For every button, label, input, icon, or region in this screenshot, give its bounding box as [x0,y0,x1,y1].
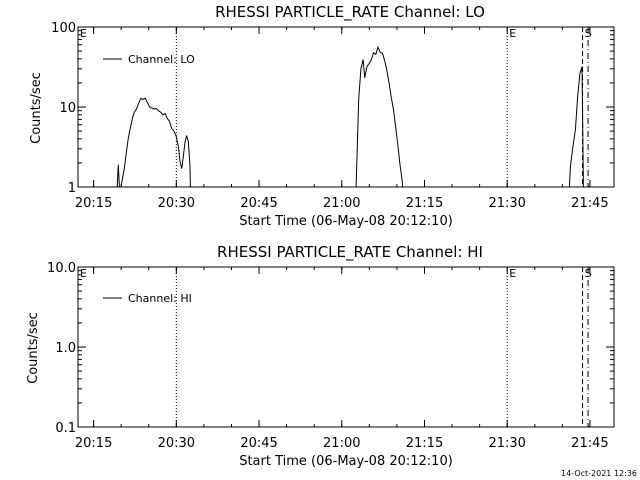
y-tick-label: 1 [68,181,76,196]
y-axis-label: Counts/sec [26,312,41,384]
x-tick-label: 21:45 [571,436,608,451]
event-marker-label: E [509,27,516,40]
y-tick-label: 10.0 [47,261,76,276]
x-tick-label: 20:15 [75,196,112,211]
x-tick-label: 21:30 [488,436,525,451]
y-tick-label: 100 [51,21,76,36]
timestamp-stamp: 14-Oct-2021 12:36 [561,469,637,478]
event-marker-label: S [585,267,592,280]
corner-marker-label: E [80,267,87,280]
event-marker-label: S [585,27,592,40]
x-tick-label: 21:15 [406,196,443,211]
plot-frame [77,266,615,428]
chart-title: RHESSI PARTICLE_RATE Channel: LO [215,3,485,22]
x-tick-label: 21:00 [323,196,360,211]
x-tick-label: 20:45 [240,436,277,451]
x-tick-label: 20:45 [240,196,277,211]
event-marker-label: E [509,267,516,280]
x-tick-label: 21:15 [406,436,443,451]
y-tick-label: 1.0 [55,341,76,356]
legend-label: Channel: LO [128,53,195,66]
series-line-segment [355,45,404,187]
x-tick-label: 21:30 [488,196,525,211]
x-axis-label: Start Time (06-May-08 20:12:10) [239,214,453,229]
y-tick-label: 10 [59,101,76,116]
corner-marker-label: E [80,27,87,40]
x-tick-label: 21:00 [323,436,360,451]
chart-panel-lo: RHESSI PARTICLE_RATE Channel: LO Start T… [29,3,615,229]
legend-label: Channel: HI [128,292,192,305]
series-line-segment [116,97,191,187]
y-tick-label: 0.1 [55,421,76,436]
chart-panel-hi: RHESSI PARTICLE_RATE Channel: HI Start T… [26,243,615,469]
series-line-segment [568,66,584,187]
chart-title: RHESSI PARTICLE_RATE Channel: HI [217,243,483,262]
y-axis-label: Counts/sec [29,72,44,144]
x-tick-label: 20:30 [158,196,195,211]
x-axis-label: Start Time (06-May-08 20:12:10) [239,454,453,469]
x-tick-label: 20:30 [158,436,195,451]
x-tick-label: 21:45 [571,196,608,211]
plot-frame [77,26,615,188]
x-tick-label: 20:15 [75,436,112,451]
